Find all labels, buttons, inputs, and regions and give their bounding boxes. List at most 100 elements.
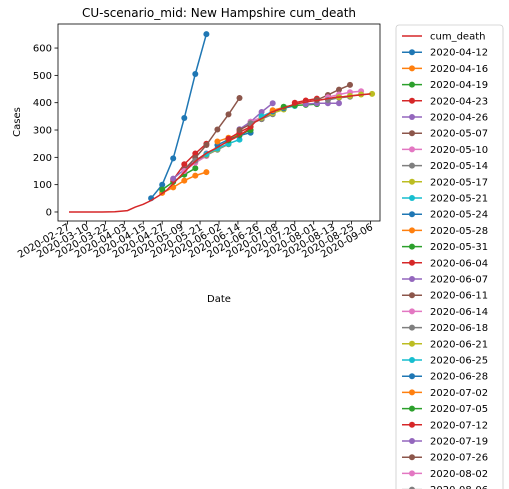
- y-tick-label: 200: [33, 153, 52, 164]
- legend-marker-2020-05-28: [409, 227, 415, 234]
- legend-label-2020-04-16: 2020-04-16: [430, 64, 488, 75]
- legend-label-2020-05-14: 2020-05-14: [430, 161, 488, 172]
- series-point-2020-04-16-2: [181, 177, 188, 184]
- series-point-2020-04-16-3: [192, 172, 199, 179]
- plot-area: [58, 24, 380, 221]
- legend-label-2020-06-11: 2020-06-11: [430, 291, 488, 302]
- legend-marker-2020-06-14: [409, 308, 415, 315]
- legend-label-2020-06-28: 2020-06-28: [430, 372, 488, 383]
- y-axis-label: Cases: [12, 107, 23, 137]
- legend-label-2020-06-07: 2020-06-07: [430, 275, 488, 286]
- series-line-2020-04-23: [172, 143, 207, 181]
- y-tick-label: 100: [33, 180, 52, 191]
- legend-label-2020-05-10: 2020-05-10: [430, 145, 488, 156]
- legend-marker-2020-05-10: [409, 146, 415, 153]
- legend-marker-2020-05-17: [409, 178, 415, 185]
- legend-label-2020-05-31: 2020-05-31: [430, 242, 488, 253]
- series-line-2020-08-02: [327, 90, 362, 98]
- legend-marker-2020-05-24: [409, 211, 415, 218]
- legend-marker-2020-04-19: [409, 81, 415, 88]
- observed-layer: [69, 93, 371, 213]
- series-point-2020-04-12-3: [181, 115, 188, 121]
- series-point-2020-06-07-2: [258, 109, 265, 115]
- y-tick-label: 0: [46, 207, 52, 218]
- legend-label-2020-07-19: 2020-07-19: [430, 437, 488, 448]
- legend-marker-2020-06-07: [409, 276, 415, 282]
- series-point-2020-04-16-4: [203, 169, 210, 176]
- legend-marker-2020-06-18: [409, 324, 415, 331]
- series-point-2020-06-11-0: [236, 127, 243, 133]
- series-point-2020-04-12-2: [170, 155, 177, 162]
- y-tick-label: 500: [33, 71, 52, 82]
- legend-marker-2020-04-23: [409, 97, 415, 104]
- legend-marker-2020-04-12: [409, 49, 415, 56]
- series-point-2020-05-07-5: [236, 95, 243, 101]
- series-point-2020-04-23-1: [181, 161, 188, 168]
- legend-label-2020-08-02: 2020-08-02: [430, 469, 488, 480]
- x-axis-label: Date: [207, 294, 231, 305]
- legend-label-2020-07-02: 2020-07-02: [430, 388, 488, 399]
- legend-label-2020-07-05: 2020-07-05: [430, 404, 488, 415]
- series-point-2020-04-12-4: [192, 71, 199, 77]
- series-line-2020-06-07: [239, 102, 274, 130]
- legend-label-2020-04-23: 2020-04-23: [430, 96, 488, 107]
- series-point-2020-04-23-2: [192, 150, 199, 157]
- series-point-2020-04-12-5: [203, 31, 210, 38]
- series-line-2020-05-21: [206, 138, 240, 155]
- y-axis: 0 100 200 300 400 500 600: [33, 44, 58, 218]
- legend-label-2020-05-07: 2020-05-07: [430, 129, 488, 140]
- series-line-2020-07-19: [305, 102, 339, 105]
- legend-marker-2020-05-07: [409, 130, 415, 137]
- legend-label-2020-06-21: 2020-06-21: [430, 339, 488, 350]
- legend-marker-2020-06-28: [409, 373, 415, 380]
- y-tick-label: 600: [33, 44, 52, 55]
- legend: cum_death 2020-04-12 2020-04-16 2020-04-19 2…: [395, 24, 504, 489]
- legend-marker-2020-06-25: [409, 357, 415, 363]
- legend-label-2020-04-12: 2020-04-12: [430, 48, 488, 59]
- legend-marker-2020-04-26: [409, 114, 415, 120]
- legend-marker-2020-07-19: [409, 438, 415, 444]
- series-point-2020-04-19-3: [192, 165, 199, 172]
- legend-marker-2020-05-14: [409, 162, 415, 169]
- legend-label-2020-04-19: 2020-04-19: [430, 80, 488, 91]
- legend-marker-2020-07-12: [409, 421, 415, 428]
- series-point-2020-05-07-3: [214, 126, 221, 133]
- chart-title: CU-scenario_mid: New Hampshire cum_death: [82, 6, 356, 20]
- legend-label-2020-06-18: 2020-06-18: [430, 323, 488, 334]
- legend-label-2020-05-24: 2020-05-24: [430, 210, 488, 221]
- legend-label-2020-05-21: 2020-05-21: [430, 194, 488, 205]
- y-tick-label: 400: [33, 98, 52, 109]
- series-point-2020-05-07-2: [203, 142, 210, 148]
- legend-marker-2020-06-04: [409, 259, 415, 266]
- x-axis: 2020-02-272020-03-102020-03-222020-04-03…: [16, 221, 375, 261]
- legend-label-2020-05-17: 2020-05-17: [430, 177, 488, 188]
- series-point-2020-05-21-3: [236, 136, 243, 143]
- series-line-2020-07-26: [316, 84, 351, 101]
- series-point-2020-04-12-1: [159, 181, 166, 188]
- legend-label-2020-07-26: 2020-07-26: [430, 453, 488, 464]
- series-point-2020-06-07-3: [269, 100, 276, 107]
- series-point-2020-05-07-4: [225, 111, 232, 118]
- series-point-2020-04-19-0: [159, 186, 166, 193]
- legend-marker-2020-08-02: [409, 470, 415, 477]
- y-tick-label: 300: [33, 126, 52, 137]
- legend-label-2020-06-04: 2020-06-04: [430, 258, 488, 269]
- series-point-2020-07-26-2: [336, 86, 342, 93]
- series-point-2020-07-19-3: [336, 100, 342, 107]
- legend-label-2020-08-06: 2020-08-06: [430, 485, 488, 489]
- legend-label-cum_death: cum_death: [430, 32, 485, 43]
- observed-line: [69, 93, 371, 213]
- legend-marker-2020-05-31: [409, 243, 415, 250]
- legend-marker-2020-07-02: [409, 389, 415, 396]
- legend-label-2020-04-26: 2020-04-26: [430, 113, 488, 124]
- legend-marker-2020-06-21: [409, 340, 415, 347]
- legend-label-2020-07-12: 2020-07-12: [430, 420, 488, 431]
- legend-marker-2020-07-26: [409, 454, 415, 461]
- legend-marker-2020-06-11: [409, 292, 415, 299]
- legend-label-2020-06-25: 2020-06-25: [430, 356, 488, 367]
- series-point-2020-04-26-0: [170, 175, 177, 182]
- legend-frame: [395, 24, 504, 489]
- legend-marker-2020-05-21: [409, 195, 415, 201]
- legend-marker-2020-07-05: [409, 405, 415, 412]
